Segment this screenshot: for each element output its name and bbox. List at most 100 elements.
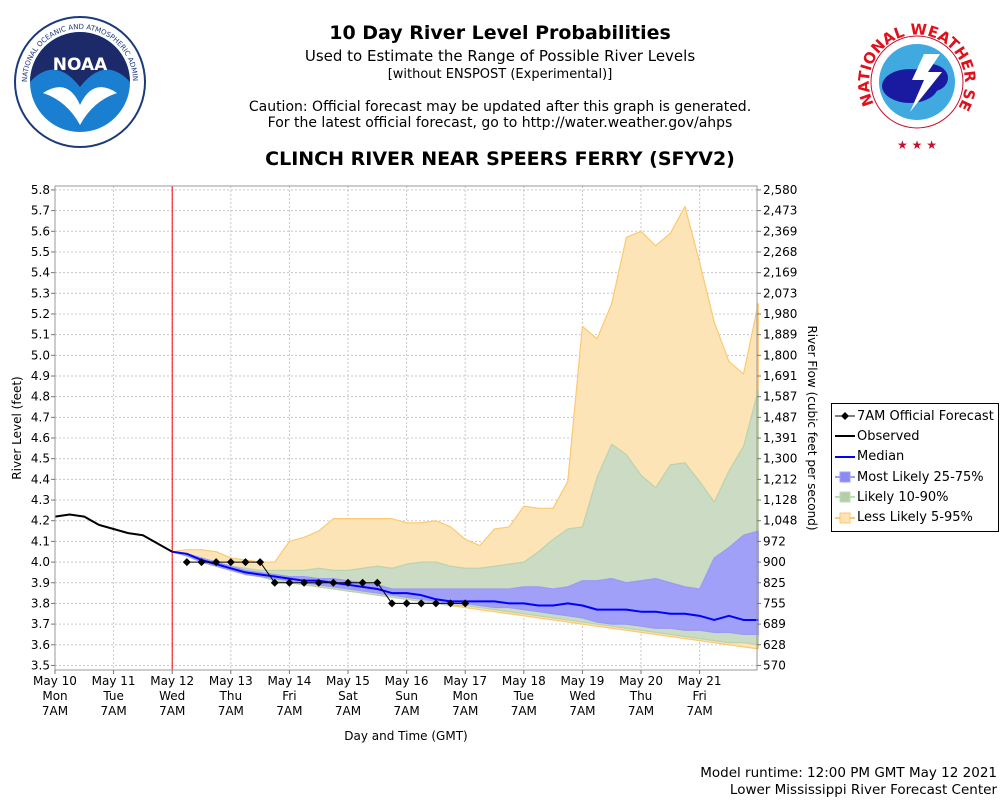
chart-subtitle-experimental: [without ENSPOST (Experimental)] (387, 67, 613, 82)
y-axis-label: River Level (feet) (10, 376, 24, 479)
legend-label: 7AM Official Forecast (857, 408, 994, 424)
official-forecast-point (387, 599, 396, 608)
x-tick-label-day: Tue (513, 689, 535, 703)
y-tick-label: 3.9 (31, 576, 50, 590)
plot-frame (54, 185, 758, 671)
y-tick-label-right: 1,048 (763, 514, 797, 528)
y-tick-label: 5.7 (31, 204, 50, 218)
chart-subtitle: Used to Estimate the Range of Possible R… (304, 47, 696, 65)
x-tick-label-date: May 14 (267, 674, 311, 688)
y-tick-label: 4.5 (31, 452, 50, 466)
x-tick-label-date: May 12 (150, 674, 194, 688)
y-tick-label-right: 2,169 (763, 266, 797, 280)
official-forecast-point (417, 599, 426, 608)
x-tick-label-time: 7AM (452, 704, 478, 718)
official-forecast-point (446, 599, 455, 608)
official-forecast-point (197, 558, 206, 567)
x-tick-label-day: Mon (42, 689, 67, 703)
official-forecast-point (431, 599, 440, 608)
y-tick-label: 3.7 (31, 617, 50, 631)
official-forecast-point (300, 578, 309, 587)
official-forecast-point (314, 578, 323, 587)
x-tick-label-date: May 21 (678, 674, 722, 688)
y-tick-label: 5.3 (31, 286, 50, 300)
legend-item-10-90: Likely 10-90% (832, 487, 998, 507)
x-tick-label-time: 7AM (569, 704, 595, 718)
x-tick-label-day: Fri (282, 689, 296, 703)
y-tick-label: 4.9 (31, 369, 50, 383)
x-tick-label-date: May 11 (92, 674, 136, 688)
x-tick-label-time: 7AM (42, 704, 68, 718)
official-forecast-point (461, 599, 470, 608)
y-tick-label-right: 1,487 (763, 410, 797, 424)
y-tick-label-right: 2,073 (763, 286, 797, 300)
y-tick-label-right: 1,391 (763, 431, 797, 445)
black-line-icon (835, 435, 855, 438)
legend-label: Observed (857, 428, 920, 444)
y-tick-label-right: 825 (763, 576, 786, 590)
legend: 7AM Official Forecast Observed Median Mo… (831, 403, 999, 532)
y-tick-label-right: 2,369 (763, 224, 797, 238)
official-forecast-point (373, 578, 382, 587)
y-tick-label: 5.1 (31, 328, 50, 342)
legend-item-official-forecast: 7AM Official Forecast (832, 406, 998, 426)
y-axis-right-label: River Flow (cubic feet per second) (805, 325, 819, 530)
legend-item-median: Median (832, 447, 998, 467)
y-tick-label-right: 1,889 (763, 328, 797, 342)
y-tick-label: 3.5 (31, 658, 50, 672)
legend-item-25-75: Most Likely 25-75% (832, 467, 998, 487)
official-forecast-point (329, 578, 338, 587)
x-tick-label-time: 7AM (511, 704, 537, 718)
official-forecast-point (402, 599, 411, 608)
axes: 5.8 2,580 5.7 2,473 5.6 2,369 5.5 2,268 5.4 2,169… (31, 183, 797, 718)
station-title: CLINCH RIVER NEAR SPEERS FERRY (SFYV2) (265, 148, 735, 170)
legend-label: Likely 10-90% (857, 489, 949, 505)
x-tick-label-time: 7AM (276, 704, 302, 718)
forecast-center: Lower Mississippi River Forecast Center (729, 782, 997, 798)
y-tick-label-right: 2,580 (763, 183, 797, 197)
legend-item-5-95: Less Likely 5-95% (832, 507, 998, 527)
y-tick-label-right: 1,128 (763, 493, 797, 507)
official-forecast-point (285, 578, 294, 587)
chart-title: 10 Day River Level Probabilities (329, 22, 671, 44)
y-tick-label: 5.8 (31, 183, 50, 197)
x-tick-label-time: 7AM (687, 704, 713, 718)
diamond-marker-icon (835, 412, 855, 421)
model-runtime: Model runtime: 12:00 PM GMT May 12 2021 (700, 765, 997, 781)
x-tick-label-time: 7AM (394, 704, 420, 718)
y-tick-label-right: 900 (763, 555, 786, 569)
x-tick-label-day: Wed (569, 689, 595, 703)
y-tick-label-right: 972 (763, 534, 786, 548)
x-tick-label-day: Fri (692, 689, 706, 703)
blue-square-icon (835, 471, 855, 483)
nws-logo: NATIONAL WEATHER SERVICE ★ ★ ★ (852, 14, 979, 152)
y-tick-label: 5.5 (31, 245, 50, 259)
y-tick-label: 4.8 (31, 390, 50, 404)
official-forecast-point (241, 558, 250, 567)
x-tick-label-date: May 20 (619, 674, 663, 688)
x-tick-label-date: May 10 (33, 674, 77, 688)
x-tick-label-date: May 13 (209, 674, 253, 688)
legend-item-observed: Observed (832, 426, 998, 446)
y-tick-label: 3.8 (31, 596, 50, 610)
blue-line-icon (835, 455, 855, 458)
green-square-icon (835, 491, 855, 503)
y-tick-label-right: 1,691 (763, 369, 797, 383)
y-tick-label-right: 1,800 (763, 348, 797, 362)
x-tick-label-day: Thu (219, 689, 243, 703)
y-tick-label: 5.0 (31, 348, 50, 362)
y-tick-label: 5.6 (31, 224, 50, 238)
x-tick-label-date: May 16 (385, 674, 429, 688)
x-tick-label-day: Sat (338, 689, 358, 703)
y-tick-label: 4.2 (31, 514, 50, 528)
x-tick-label-time: 7AM (335, 704, 361, 718)
orange-square-icon (835, 512, 855, 524)
y-tick-label: 4.4 (31, 472, 50, 486)
official-forecast-point (226, 558, 235, 567)
legend-label: Less Likely 5-95% (857, 510, 973, 526)
y-tick-label-right: 2,268 (763, 245, 797, 259)
observed-line (54, 513, 173, 553)
y-tick-label-right: 755 (763, 596, 786, 610)
y-tick-label-right: 1,212 (763, 472, 797, 486)
